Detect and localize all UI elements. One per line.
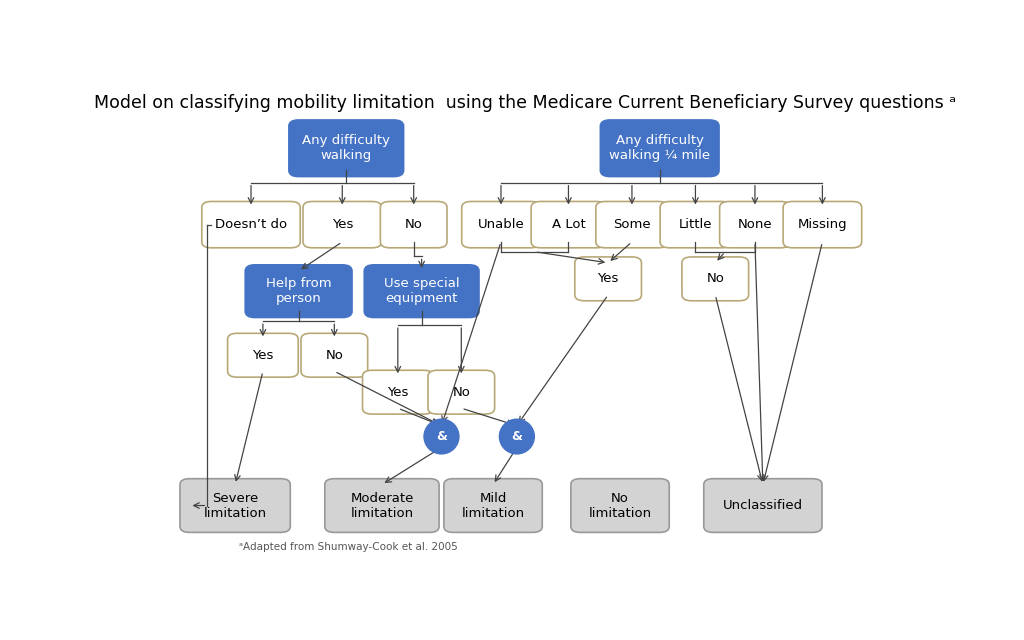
FancyBboxPatch shape: [180, 479, 290, 532]
Text: Some: Some: [613, 218, 650, 231]
FancyBboxPatch shape: [570, 479, 670, 532]
FancyBboxPatch shape: [202, 202, 300, 248]
Text: Help from
person: Help from person: [266, 277, 332, 305]
Text: Yes: Yes: [387, 386, 409, 399]
Text: Missing: Missing: [798, 218, 847, 231]
FancyBboxPatch shape: [783, 202, 861, 248]
Text: Unclassified: Unclassified: [723, 499, 803, 512]
Text: No
limitation: No limitation: [589, 492, 651, 520]
FancyBboxPatch shape: [380, 202, 447, 248]
Text: Any difficulty
walking: Any difficulty walking: [302, 134, 390, 163]
Text: No: No: [404, 218, 423, 231]
FancyBboxPatch shape: [682, 257, 749, 301]
FancyBboxPatch shape: [303, 202, 382, 248]
FancyBboxPatch shape: [703, 479, 822, 532]
FancyBboxPatch shape: [660, 202, 731, 248]
Text: No: No: [453, 386, 470, 399]
Text: Moderate
limitation: Moderate limitation: [350, 492, 414, 520]
Text: No: No: [707, 273, 724, 285]
Text: Any difficulty
walking ¼ mile: Any difficulty walking ¼ mile: [609, 134, 711, 163]
FancyBboxPatch shape: [601, 120, 719, 177]
FancyBboxPatch shape: [289, 120, 403, 177]
FancyBboxPatch shape: [325, 479, 439, 532]
Text: Yes: Yes: [332, 218, 353, 231]
Text: A Lot: A Lot: [552, 218, 586, 231]
Text: &: &: [511, 430, 522, 443]
Text: No: No: [326, 349, 343, 362]
FancyBboxPatch shape: [301, 333, 368, 377]
Text: Unable: Unable: [477, 218, 524, 231]
Text: Severe
limitation: Severe limitation: [204, 492, 266, 520]
Text: Doesn’t do: Doesn’t do: [215, 218, 287, 231]
Ellipse shape: [424, 419, 459, 454]
FancyBboxPatch shape: [531, 202, 606, 248]
Text: Yes: Yes: [252, 349, 273, 362]
FancyBboxPatch shape: [227, 333, 298, 377]
Ellipse shape: [500, 419, 535, 454]
FancyBboxPatch shape: [362, 371, 433, 414]
Text: Yes: Yes: [597, 273, 618, 285]
Text: Model on classifying mobility limitation  using the Medicare Current Beneficiary: Model on classifying mobility limitation…: [94, 94, 955, 112]
FancyBboxPatch shape: [246, 265, 352, 317]
Text: Use special
equipment: Use special equipment: [384, 277, 460, 305]
Text: Mild
limitation: Mild limitation: [462, 492, 524, 520]
Text: ᵃAdapted from Shumway-Cook et al. 2005: ᵃAdapted from Shumway-Cook et al. 2005: [240, 542, 458, 552]
Text: None: None: [737, 218, 772, 231]
FancyBboxPatch shape: [574, 257, 641, 301]
FancyBboxPatch shape: [596, 202, 668, 248]
FancyBboxPatch shape: [365, 265, 479, 317]
FancyBboxPatch shape: [443, 479, 543, 532]
FancyBboxPatch shape: [720, 202, 791, 248]
Text: Little: Little: [679, 218, 712, 231]
Text: &: &: [436, 430, 446, 443]
FancyBboxPatch shape: [462, 202, 541, 248]
FancyBboxPatch shape: [428, 371, 495, 414]
